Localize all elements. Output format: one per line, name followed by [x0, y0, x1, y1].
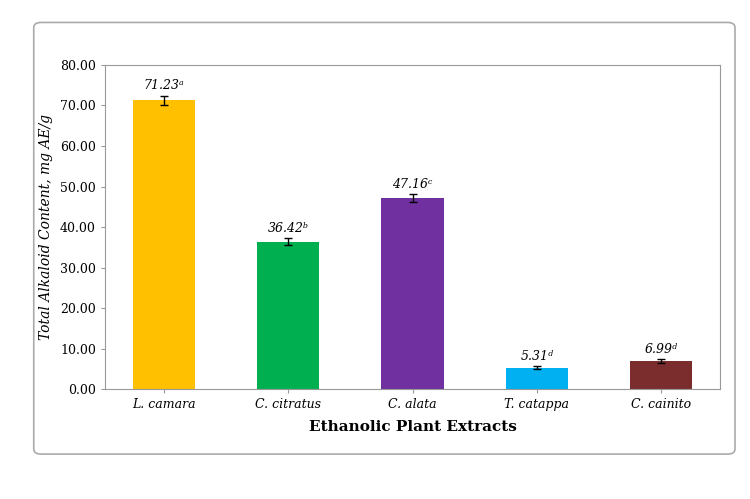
Bar	[133, 100, 195, 389]
Bar	[382, 198, 443, 389]
Text: 71.23ᵃ: 71.23ᵃ	[144, 79, 184, 92]
Y-axis label: Total Alkaloid Content, mg AE/g: Total Alkaloid Content, mg AE/g	[39, 114, 53, 340]
Bar	[630, 361, 692, 389]
Bar	[506, 368, 568, 389]
Text: 6.99ᵈ: 6.99ᵈ	[644, 343, 677, 356]
X-axis label: Ethanolic Plant Extracts: Ethanolic Plant Extracts	[308, 420, 517, 434]
Bar	[257, 242, 320, 389]
Text: 36.42ᵇ: 36.42ᵇ	[268, 222, 309, 235]
Text: 47.16ᶜ: 47.16ᶜ	[392, 178, 433, 191]
Text: 5.31ᵈ: 5.31ᵈ	[520, 350, 554, 363]
